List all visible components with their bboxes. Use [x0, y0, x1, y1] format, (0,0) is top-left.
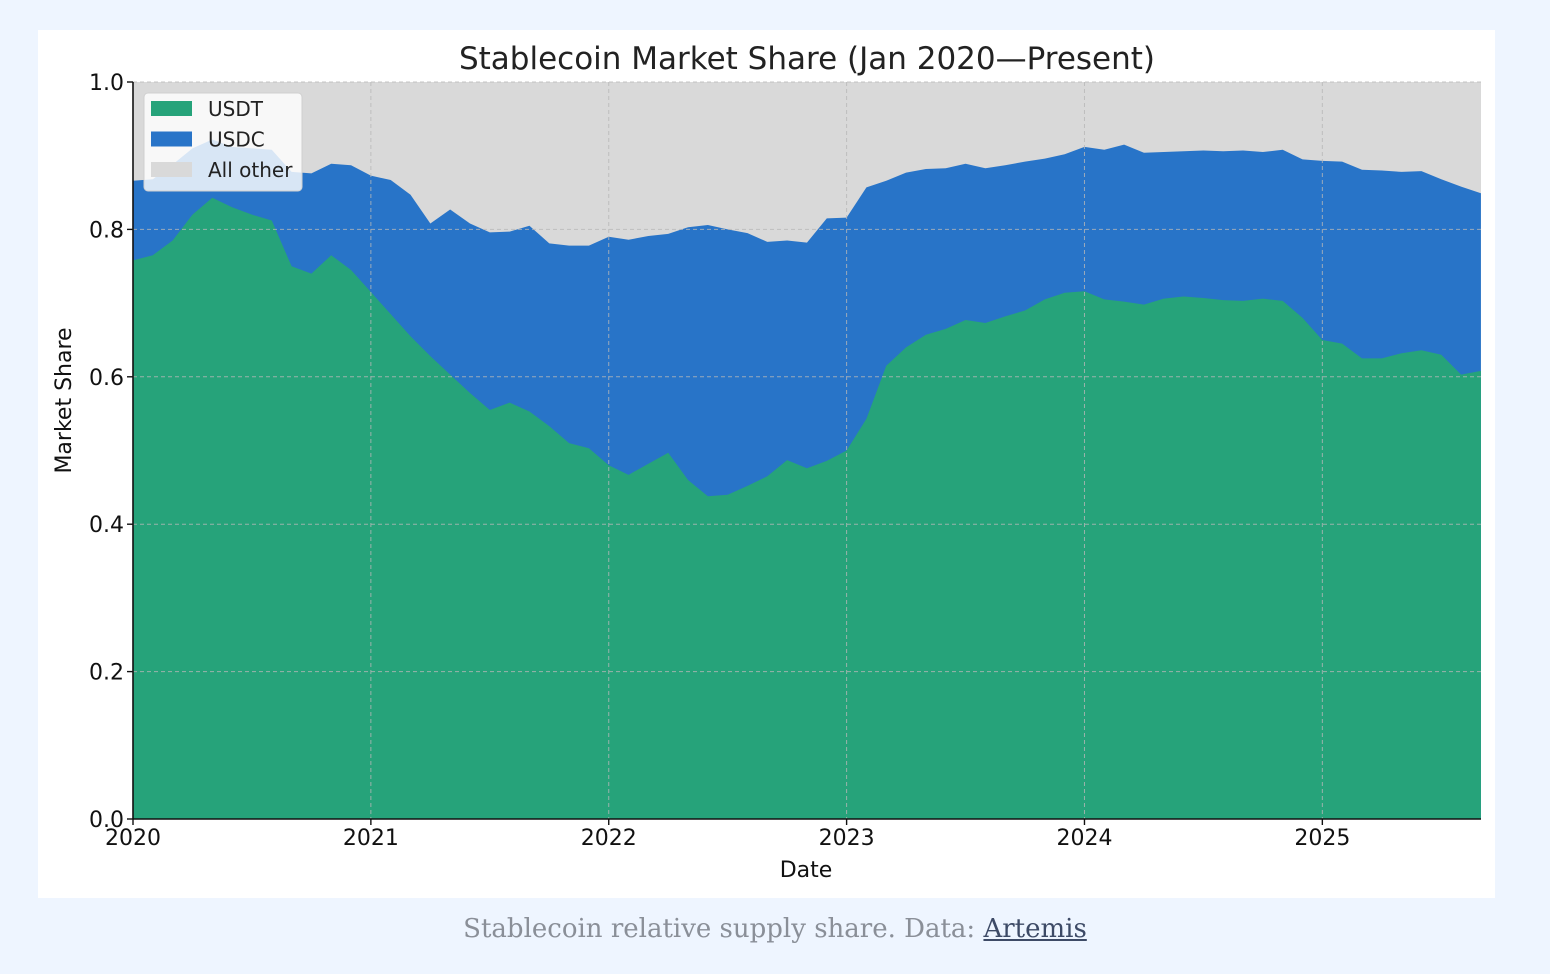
y-axis-label: Market Share [52, 327, 77, 473]
chart-title: Stablecoin Market Share (Jan 2020—Presen… [459, 41, 1155, 77]
area-usdt [133, 197, 1481, 819]
x-tick-label: 2021 [343, 826, 399, 851]
market-share-chart: 0.0 0.2 0.4 0.6 0.8 1.0 2020 2021 2022 2023 2024 20… [52, 41, 1481, 883]
y-tick-label: 1.0 [89, 71, 124, 96]
x-tick-label: 2020 [105, 826, 161, 851]
legend-swatch-all-other [151, 162, 192, 177]
y-tick-label: 0.2 [89, 661, 124, 686]
y-tick-label: 0.4 [89, 513, 124, 538]
x-axis-label: Date [780, 858, 833, 883]
chart-card: 0.0 0.2 0.4 0.6 0.8 1.0 2020 2021 2022 2023 2024 20… [38, 30, 1495, 898]
x-tick-label: 2023 [819, 826, 875, 851]
legend-label: All other [208, 158, 293, 182]
caption-text: Stablecoin relative supply share. Data: [463, 914, 976, 944]
legend-label: USDT [208, 97, 264, 121]
x-tick-label: 2024 [1056, 826, 1112, 851]
legend-label: USDC [208, 128, 265, 152]
x-tick-label: 2025 [1294, 826, 1350, 851]
figure-caption: Stablecoin relative supply share. Data: … [0, 914, 1550, 944]
artemis-link[interactable]: Artemis [983, 914, 1087, 944]
y-tick-label: 0.8 [89, 218, 124, 243]
x-tick-label: 2022 [581, 826, 637, 851]
legend-swatch-usdc [151, 131, 192, 147]
legend-swatch-usdt [151, 101, 192, 116]
y-tick-label: 0.6 [89, 366, 124, 391]
y-tick-label: 0.0 [89, 808, 124, 833]
